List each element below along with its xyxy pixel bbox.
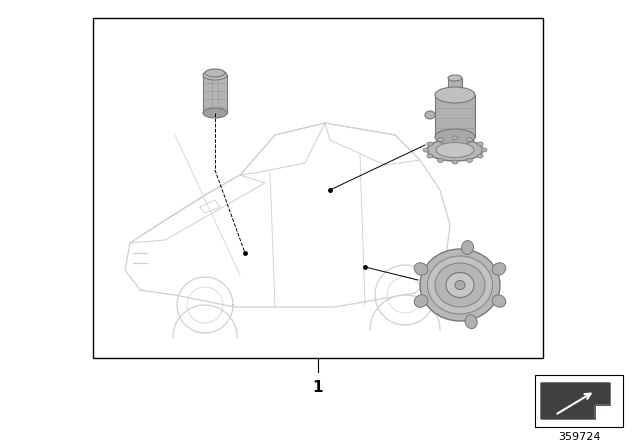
Ellipse shape [477, 142, 483, 146]
Ellipse shape [492, 263, 506, 275]
Bar [435, 95, 475, 137]
Bar [203, 75, 227, 113]
Ellipse shape [448, 75, 462, 81]
Ellipse shape [452, 160, 458, 164]
Ellipse shape [446, 272, 474, 297]
Ellipse shape [423, 148, 429, 152]
Ellipse shape [427, 139, 483, 161]
Ellipse shape [435, 87, 475, 103]
Ellipse shape [467, 138, 472, 142]
Ellipse shape [205, 69, 225, 77]
Ellipse shape [477, 154, 483, 158]
Ellipse shape [438, 159, 444, 162]
Ellipse shape [203, 70, 227, 80]
Polygon shape [541, 383, 610, 419]
Ellipse shape [414, 295, 428, 307]
Ellipse shape [461, 241, 474, 254]
Bar [535, 375, 623, 427]
Ellipse shape [452, 136, 458, 140]
Ellipse shape [455, 280, 465, 289]
Ellipse shape [425, 111, 435, 119]
Ellipse shape [481, 148, 487, 152]
Ellipse shape [420, 249, 500, 321]
Ellipse shape [435, 129, 475, 145]
Bar [448, 78, 462, 96]
Ellipse shape [492, 295, 506, 307]
Ellipse shape [465, 315, 477, 329]
Ellipse shape [467, 159, 472, 162]
Text: 1: 1 [313, 380, 323, 395]
Ellipse shape [435, 263, 485, 307]
Bar [93, 18, 543, 358]
Polygon shape [595, 405, 610, 419]
Ellipse shape [436, 142, 474, 158]
Ellipse shape [438, 138, 444, 142]
Text: 359724: 359724 [557, 432, 600, 442]
Ellipse shape [427, 142, 433, 146]
Ellipse shape [427, 154, 433, 158]
Ellipse shape [414, 263, 428, 275]
Ellipse shape [428, 256, 493, 314]
Ellipse shape [203, 108, 227, 118]
